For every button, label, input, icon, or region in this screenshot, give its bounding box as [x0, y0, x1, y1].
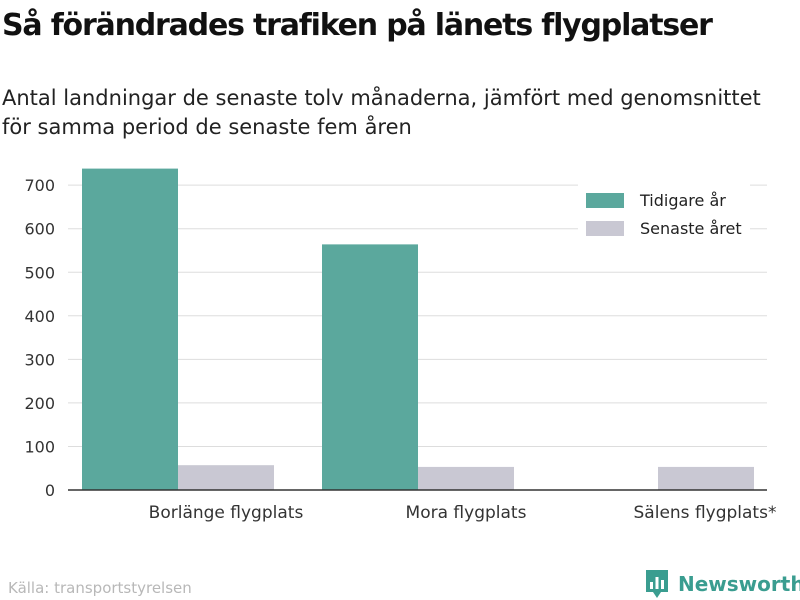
chart-subtitle: Antal landningar de senaste tolv månader… [2, 86, 761, 139]
legend-label-tidigare: Tidigare år [640, 190, 726, 210]
bar-tidigare-0 [82, 168, 178, 490]
legend-swatch-tidigare [586, 192, 624, 208]
y-tick-label: 400 [24, 307, 55, 326]
bar-senaste-1 [418, 466, 514, 490]
x-tick-label: Borlänge flygplats [149, 503, 304, 523]
legend-item-tidigare: Tidigare år [586, 186, 742, 214]
y-tick-label: 0 [45, 481, 55, 500]
legend-item-senaste: Senaste året [586, 214, 742, 242]
y-tick-label: 300 [24, 350, 55, 369]
x-tick-label: Mora flygplats [406, 503, 527, 523]
brand-name: Newsworthy [678, 572, 800, 596]
y-tick-label: 500 [24, 263, 55, 282]
chart-title: Så förändrades trafiken på länets flygpl… [2, 8, 713, 43]
x-axis-labels: Borlänge flygplats Mora flygplats Sälens f… [149, 503, 777, 523]
bar-tidigare-1 [322, 244, 418, 490]
brand-logo[interactable]: Newsworthy [644, 568, 800, 600]
bar-chart-pin-icon [646, 570, 668, 598]
legend-swatch-senaste [586, 220, 624, 236]
source-note: Källa: transportstyrelsen [8, 579, 192, 597]
y-tick-label: 100 [24, 437, 55, 456]
bar-chart: 0 100 200 300 400 500 600 700 Borlänge flygplat… [24, 168, 777, 523]
bars [82, 168, 754, 490]
y-tick-label: 200 [24, 394, 55, 413]
y-tick-label: 600 [24, 220, 55, 239]
bar-senaste-0 [178, 465, 274, 490]
bar-senaste-2 [658, 466, 754, 490]
legend-label-senaste: Senaste året [640, 218, 742, 238]
y-axis-ticks: 0 100 200 300 400 500 600 700 [24, 176, 55, 500]
y-tick-label: 700 [24, 176, 55, 195]
x-tick-label: Sälens flygplats* [634, 503, 777, 523]
legend: Tidigare år Senaste året [578, 180, 750, 248]
